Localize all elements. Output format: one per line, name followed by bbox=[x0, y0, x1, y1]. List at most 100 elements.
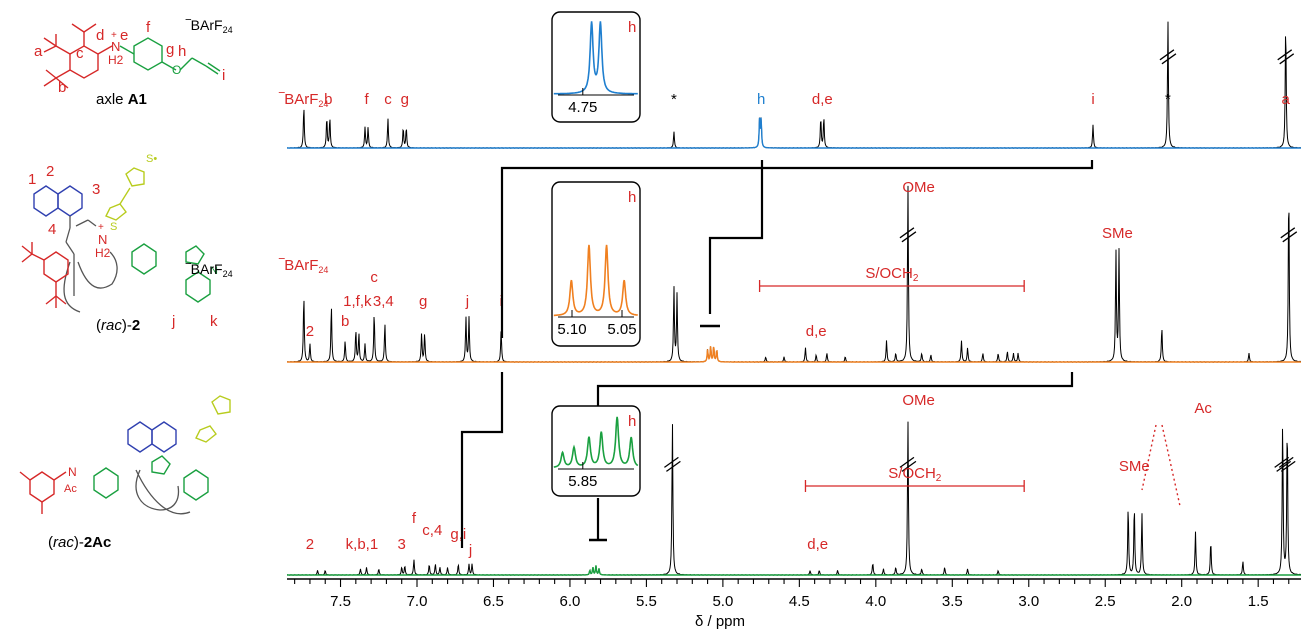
bracket-label-2: S/OCH2 bbox=[888, 465, 942, 484]
peak-label-0-4: g bbox=[401, 91, 409, 108]
inset-tick-label-1-1: 5.05 bbox=[607, 321, 636, 338]
ac-pointer-2 bbox=[1161, 424, 1181, 507]
peak-label-1-3: 1,f,k bbox=[343, 293, 372, 310]
correlation-line-0 bbox=[500, 160, 1094, 338]
peak-label-1-4: c bbox=[370, 269, 378, 286]
peak-label-0-3: c bbox=[384, 91, 392, 108]
struct-a1-label-b: b bbox=[58, 79, 66, 96]
struct-2-label-s: S bbox=[110, 221, 117, 233]
peak-label-2-1: k,b,1 bbox=[346, 536, 379, 553]
x-tick-label-4.0: 4.0 bbox=[865, 593, 886, 610]
struct-2ac-label-n: N bbox=[68, 465, 77, 479]
peak-break-0-15 bbox=[1279, 53, 1295, 65]
peak-label-0-0: ‾BArF24 bbox=[278, 91, 328, 109]
spectrum-trace-1 bbox=[287, 185, 1301, 363]
struct-a1-label-o: O bbox=[172, 63, 181, 77]
x-axis: 7.5 7.0 6.5 6.0 5.5 5.0 4.5 4.0 3.5 3.0 2.5 2.0 1.5 bbox=[287, 578, 1301, 610]
peak-label-0-5: * bbox=[671, 91, 677, 108]
rac-2-caption: (rac)-2 bbox=[96, 317, 140, 334]
struct-2-label-sdot: S• bbox=[146, 153, 157, 165]
peak-label-1-7: j bbox=[465, 293, 469, 310]
struct-a1-label-g: g bbox=[166, 41, 174, 58]
struct-a1-label-f: f bbox=[146, 19, 151, 36]
x-tick-label-4.5: 4.5 bbox=[789, 593, 810, 610]
inset-tick-label-1-0: 5.10 bbox=[557, 321, 586, 338]
peak-label-0-9: * bbox=[1165, 91, 1171, 108]
ac-pointer-1 bbox=[1141, 424, 1157, 491]
inset-trace-2 bbox=[553, 416, 639, 468]
struct-2-label-j: j bbox=[171, 313, 175, 330]
struct-2-label-k: k bbox=[210, 313, 218, 330]
struct-a1-label-h2: H2 bbox=[108, 53, 124, 67]
struct-a1-label-n: N bbox=[111, 39, 120, 54]
struct-2-label-nplus: + bbox=[98, 222, 104, 233]
peak-label-1-2: b bbox=[341, 313, 349, 330]
struct-2-label-h2: H2 bbox=[95, 246, 111, 260]
peak-break-2-37 bbox=[1276, 460, 1292, 472]
peak-label-0-1: b bbox=[324, 91, 332, 108]
peak-break-0-15 bbox=[1277, 49, 1293, 61]
inset-trace-1 bbox=[553, 244, 638, 317]
peak-label-2-10: Ac bbox=[1194, 400, 1212, 417]
struct-a1-label-h: h bbox=[178, 43, 186, 60]
peak-label-1-11: SMe bbox=[1102, 225, 1133, 242]
peak-label-1-0: ‾BArF24 bbox=[278, 257, 328, 275]
spectrum-highlight-1 bbox=[287, 346, 1301, 363]
spectrum-highlight-0 bbox=[287, 117, 1301, 149]
peak-break-2-26 bbox=[901, 460, 917, 472]
spectrum-trace-0 bbox=[287, 21, 1301, 149]
inset-trace-0 bbox=[553, 21, 638, 95]
axle-a1-counterion: ‾BArF24 bbox=[185, 17, 233, 35]
inset-tick-label-0-0: 4.75 bbox=[568, 99, 597, 116]
peak-break-0-14 bbox=[1159, 49, 1175, 61]
rac-2-counterion: ‾BArF24 bbox=[185, 261, 233, 279]
x-tick-label-1.5: 1.5 bbox=[1248, 593, 1269, 610]
x-tick-label-6.5: 6.5 bbox=[483, 593, 504, 610]
struct-a1-label-d: d bbox=[96, 27, 104, 44]
struct-a1-label-nplus: + bbox=[111, 30, 117, 41]
correlation-line-3 bbox=[596, 372, 1074, 406]
struct-2-label-2: 2 bbox=[46, 163, 54, 180]
peak-label-2-4: c,4 bbox=[422, 522, 442, 539]
x-tick-label-2.5: 2.5 bbox=[1095, 593, 1116, 610]
inset-tick-label-2-0: 5.85 bbox=[568, 473, 597, 490]
peak-label-1-1: 2 bbox=[306, 323, 314, 340]
x-tick-label-5.0: 5.0 bbox=[712, 593, 733, 610]
peak-label-1-10: OMe bbox=[902, 179, 935, 196]
correlation-line-1 bbox=[708, 160, 764, 314]
peak-label-2-9: SMe bbox=[1119, 458, 1150, 475]
peak-label-2-8: OMe bbox=[902, 392, 935, 409]
correlation-line-2 bbox=[460, 372, 504, 548]
struct-a1-label-i: i bbox=[222, 67, 225, 84]
peak-label-0-6: h bbox=[757, 91, 765, 108]
inset-label-0: h bbox=[628, 19, 636, 36]
peak-break-0-14 bbox=[1161, 53, 1177, 65]
peak-label-2-0: 2 bbox=[306, 536, 314, 553]
inset-label-2: h bbox=[628, 413, 636, 430]
peak-break-2-38 bbox=[1280, 460, 1296, 472]
x-tick-label-5.5: 5.5 bbox=[636, 593, 657, 610]
peak-label-2-6: j bbox=[468, 542, 472, 559]
struct-2-label-n2: N bbox=[210, 265, 218, 277]
peak-break-2-37 bbox=[1274, 456, 1290, 468]
peak-break-2-38 bbox=[1278, 456, 1294, 468]
peak-label-0-7: d,e bbox=[812, 91, 833, 108]
struct-2-label-3: 3 bbox=[92, 181, 100, 198]
x-tick-label-3.5: 3.5 bbox=[942, 593, 963, 610]
peak-break-1-42 bbox=[1280, 227, 1296, 239]
struct-2-label-1: 1 bbox=[28, 171, 36, 188]
bracket-label-1: S/OCH2 bbox=[865, 265, 919, 284]
axle-a1-caption: axle A1 bbox=[96, 91, 147, 108]
peak-label-1-5: 3,4 bbox=[373, 293, 394, 310]
x-tick-label-3.0: 3.0 bbox=[1018, 593, 1039, 610]
struct-2-label-4: 4 bbox=[48, 221, 56, 238]
peak-label-1-9: d,e bbox=[806, 323, 827, 340]
x-tick-label-7.0: 7.0 bbox=[407, 593, 428, 610]
structure-rac-2ac: N Ac (rac)-2Ac bbox=[19, 395, 231, 551]
struct-a1-label-a: a bbox=[34, 43, 43, 60]
x-tick-label-2.0: 2.0 bbox=[1171, 593, 1192, 610]
inset-label-1: h bbox=[628, 189, 636, 206]
peak-label-0-10: a bbox=[1282, 91, 1291, 108]
